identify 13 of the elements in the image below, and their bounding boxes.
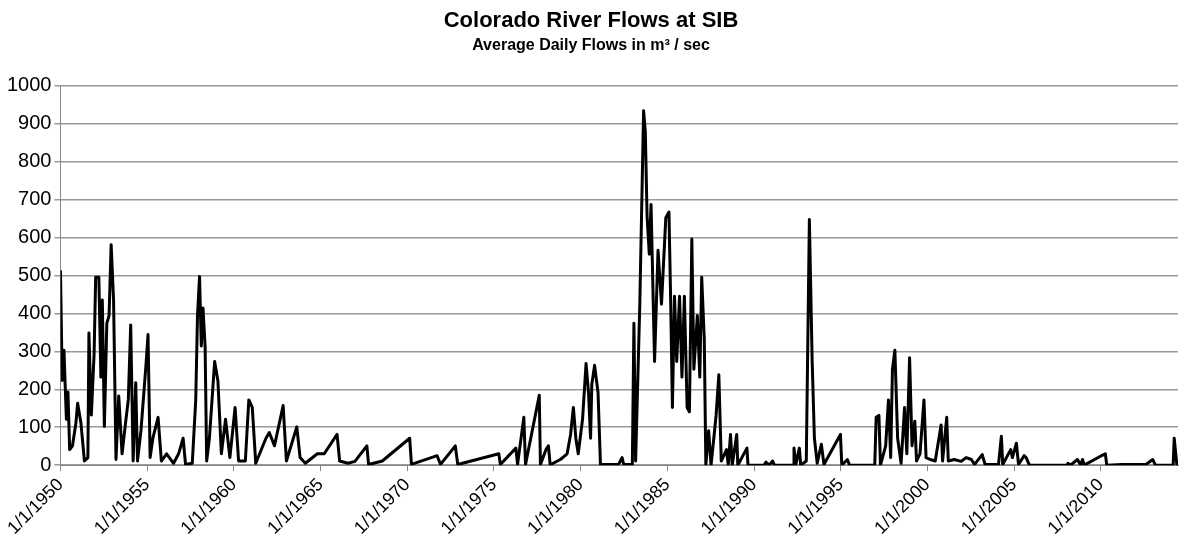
- y-tick-label: 900: [18, 111, 52, 134]
- y-tick-label: 100: [18, 414, 52, 437]
- y-tick-label: 600: [18, 224, 52, 247]
- y-tick-label: 1000: [6, 73, 52, 96]
- y-tick-label: 200: [18, 376, 52, 399]
- y-tick-label: 0: [40, 452, 52, 475]
- chart-subtitle: Average Daily Flows in m³ / sec: [472, 36, 710, 54]
- y-tick-label: 800: [18, 149, 52, 172]
- y-tick-label: 400: [18, 300, 52, 323]
- y-tick-label: 500: [18, 262, 52, 285]
- y-tick-label: 300: [18, 338, 52, 361]
- y-tick-label: 700: [18, 186, 52, 209]
- chart-title: Colorado River Flows at SIB: [443, 7, 739, 33]
